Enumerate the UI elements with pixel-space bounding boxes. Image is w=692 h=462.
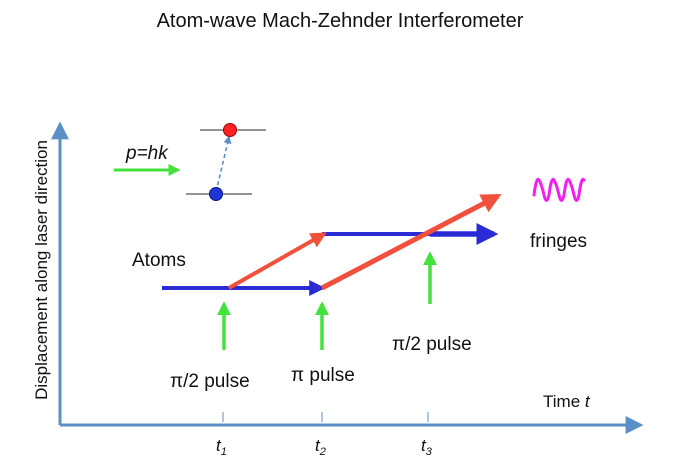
excited-state-dot (223, 123, 237, 137)
fringes-label: fringes (530, 231, 587, 252)
pulse-label-2: π pulse (291, 365, 355, 386)
atoms-label: Atoms (132, 250, 186, 271)
diagram-title: Atom-wave Mach-Zehnder Interferometer (157, 10, 524, 32)
pulse-label-1: π/2 pulse (170, 371, 250, 392)
lower-kicked-path (320, 193, 502, 291)
momentum-label: p=hk (125, 143, 169, 164)
sine-wave-icon (532, 177, 586, 202)
x-axis-label: Time t (543, 392, 591, 411)
pulse-label-3: π/2 pulse (392, 334, 472, 355)
tick-label-t2: t2 (315, 436, 326, 458)
y-axis-label: Displacement along laser direction (32, 140, 51, 400)
tick-label-t3: t3 (421, 436, 433, 458)
transition-arrow (215, 135, 232, 193)
upper-kicked-path (228, 232, 327, 290)
ground-state-dot (209, 187, 223, 201)
tick-label-t1: t1 (216, 436, 227, 458)
